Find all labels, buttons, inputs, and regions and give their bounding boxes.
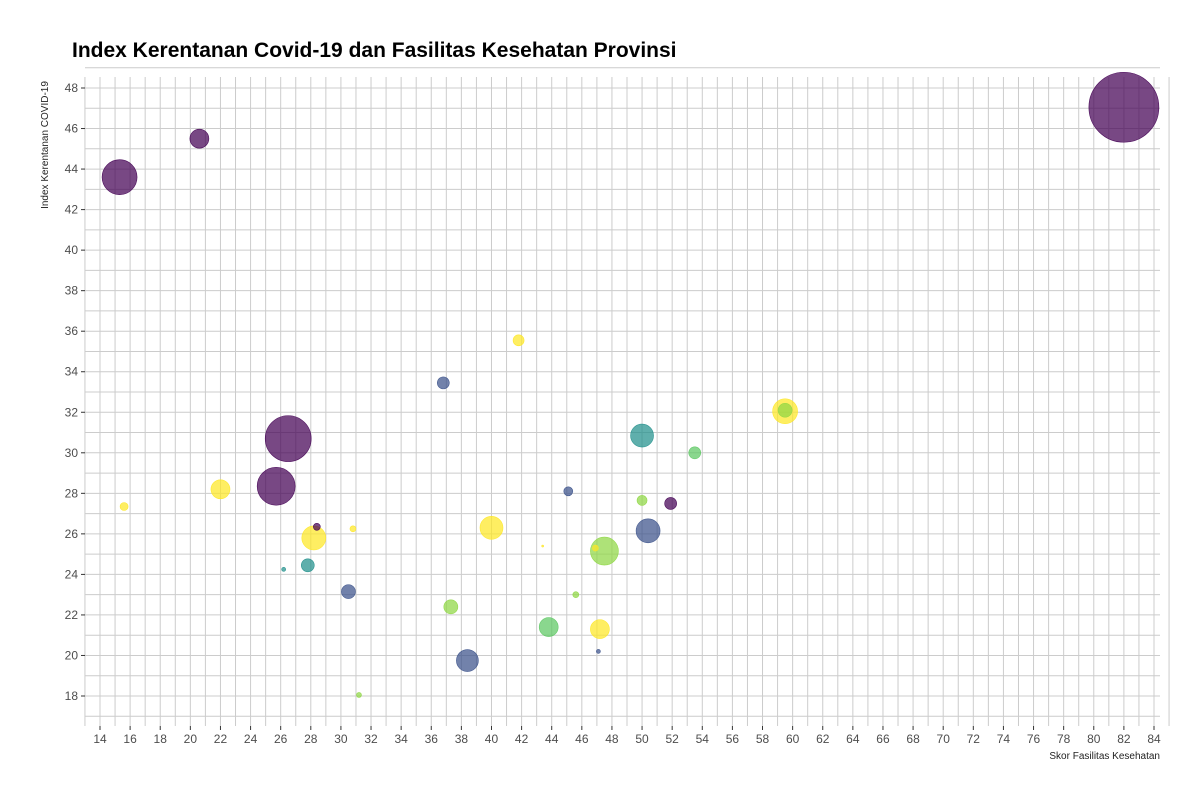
data-point xyxy=(437,376,450,390)
y-tick-label: 46 xyxy=(65,122,79,136)
x-tick-label: 62 xyxy=(816,732,830,746)
x-tick-label: 48 xyxy=(605,732,619,746)
data-point xyxy=(101,159,138,195)
x-axis-ticks: 14 16 18 20 22 24 26 28 30 32 34 36 38 40 42 44 46 48 50 52… xyxy=(93,726,1161,746)
x-tick-label: 84 xyxy=(1147,732,1161,746)
x-tick-label: 20 xyxy=(184,732,198,746)
y-tick-label: 20 xyxy=(65,648,79,662)
x-tick-label: 46 xyxy=(575,732,589,746)
data-point xyxy=(630,423,654,448)
y-tick-label: 36 xyxy=(65,324,79,338)
x-tick-label: 30 xyxy=(334,732,348,746)
x-tick-label: 80 xyxy=(1087,732,1101,746)
x-tick-label: 50 xyxy=(635,732,649,746)
x-tick-label: 26 xyxy=(274,732,288,746)
data-point xyxy=(688,446,702,460)
x-tick-label: 56 xyxy=(726,732,740,746)
x-tick-label: 54 xyxy=(696,732,710,746)
y-tick-label: 18 xyxy=(65,689,79,703)
x-tick-label: 74 xyxy=(997,732,1011,746)
y-tick-label: 26 xyxy=(65,527,79,541)
x-tick-label: 72 xyxy=(967,732,981,746)
data-point xyxy=(572,591,580,598)
data-point xyxy=(264,415,312,462)
data-points xyxy=(101,71,1160,698)
x-tick-label: 22 xyxy=(214,732,228,746)
data-point xyxy=(541,544,544,548)
data-point xyxy=(301,525,327,551)
data-point xyxy=(590,536,619,566)
y-tick-label: 28 xyxy=(65,486,79,500)
y-tick-label: 42 xyxy=(65,203,79,217)
x-tick-label: 64 xyxy=(846,732,860,746)
y-tick-label: 40 xyxy=(65,243,79,257)
y-tick-label: 22 xyxy=(65,608,79,622)
y-tick-label: 44 xyxy=(65,162,79,176)
data-point xyxy=(592,544,599,552)
x-tick-label: 52 xyxy=(665,732,679,746)
grid xyxy=(84,67,1170,726)
x-tick-label: 60 xyxy=(786,732,800,746)
y-tick-label: 24 xyxy=(65,567,79,581)
x-tick-label: 76 xyxy=(1027,732,1041,746)
data-point xyxy=(210,479,231,500)
data-point xyxy=(256,466,296,506)
x-tick-label: 18 xyxy=(154,732,168,746)
data-point xyxy=(456,649,479,672)
x-tick-label: 70 xyxy=(937,732,951,746)
x-tick-label: 36 xyxy=(425,732,439,746)
y-tick-label: 34 xyxy=(65,365,79,379)
data-point xyxy=(512,334,525,347)
data-point xyxy=(443,599,459,615)
data-point xyxy=(563,486,574,497)
x-tick-label: 40 xyxy=(485,732,499,746)
data-point xyxy=(119,502,129,511)
data-point xyxy=(300,558,315,573)
x-axis-title: Skor Fasilitas Kesehatan xyxy=(1049,751,1160,762)
y-axis-title: Index Kerentanan COVID-19 xyxy=(40,81,51,209)
x-tick-label: 68 xyxy=(906,732,920,746)
x-tick-label: 32 xyxy=(364,732,378,746)
data-point xyxy=(349,525,357,533)
x-tick-label: 24 xyxy=(244,732,258,746)
data-point xyxy=(313,522,321,531)
data-point xyxy=(1088,71,1160,143)
y-tick-label: 32 xyxy=(65,405,79,419)
data-point xyxy=(635,518,661,544)
chart-title: Index Kerentanan Covid-19 dan Fasilitas … xyxy=(72,39,677,62)
x-tick-label: 16 xyxy=(123,732,137,746)
y-tick-label: 38 xyxy=(65,284,79,298)
data-point xyxy=(636,495,648,506)
x-tick-label: 44 xyxy=(545,732,559,746)
x-tick-label: 78 xyxy=(1057,732,1071,746)
data-point xyxy=(479,515,504,540)
y-tick-label: 48 xyxy=(65,81,79,95)
x-tick-label: 58 xyxy=(756,732,770,746)
x-tick-label: 66 xyxy=(876,732,890,746)
x-tick-label: 14 xyxy=(93,732,107,746)
data-point xyxy=(538,617,559,637)
y-tick-label: 30 xyxy=(65,446,79,460)
x-tick-label: 38 xyxy=(455,732,469,746)
x-tick-label: 82 xyxy=(1117,732,1131,746)
x-tick-label: 34 xyxy=(394,732,408,746)
data-point xyxy=(664,497,677,510)
x-tick-label: 28 xyxy=(304,732,318,746)
data-point xyxy=(777,402,793,418)
data-point xyxy=(281,567,286,572)
data-point xyxy=(341,584,356,599)
data-point xyxy=(596,649,601,654)
data-point xyxy=(356,692,362,698)
data-point xyxy=(189,128,210,149)
data-point xyxy=(590,619,610,639)
x-tick-label: 42 xyxy=(515,732,529,746)
y-axis-ticks: 18 20 22 24 26 28 30 32 34 36 38 40 42 44 46 48 xyxy=(65,81,85,703)
